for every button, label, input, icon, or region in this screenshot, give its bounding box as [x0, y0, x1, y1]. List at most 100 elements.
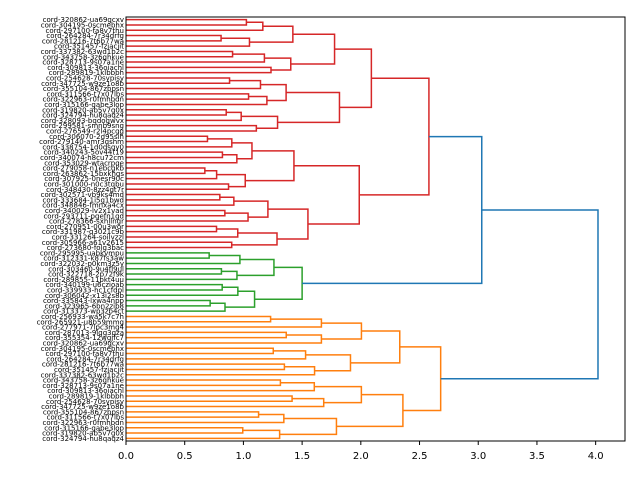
leaf-label: cord-348846-fmnxa4cx [42, 202, 124, 210]
leaf-label: cord-254628-70sypisy [46, 398, 124, 406]
leaf-label: cord-337382-63wd1b2c [41, 48, 125, 56]
dendrogram-link [279, 417, 338, 436]
leaf-label: cord-289819-1klbbbh [49, 69, 124, 77]
dendrogram-link [126, 427, 244, 434]
dendrogram-link [305, 354, 352, 372]
dendrogram-links [126, 18, 599, 440]
leaf-label: cord-337382-63wd1b2c [41, 371, 125, 379]
dendrogram-link [126, 109, 227, 116]
leaf-label: cord-270951-00u3wor [46, 223, 124, 231]
leaf-label: cord-304195-0scmebhx [41, 21, 124, 29]
leaf-label: cord-313373-wp3zb4ct [43, 308, 124, 316]
leaf-label: cord-309813-36oiachl [47, 387, 124, 395]
leaf-label: cord-328713-9s07a1ne [42, 59, 124, 67]
dendrogram-link [254, 266, 303, 300]
dendrogram-link [126, 413, 285, 424]
dendrogram-link [126, 21, 264, 31]
leaf-label: cord-287013-9lgg3gza [45, 329, 124, 337]
dendrogram-link [126, 138, 233, 148]
dendrogram-link [126, 95, 268, 106]
dendrogram-link [126, 350, 307, 360]
dendrogram-link [336, 393, 404, 428]
leaf-label: cord-319820-ab5v7g0x [42, 430, 124, 438]
dendrogram-link [126, 93, 250, 100]
dendrogram-link [126, 299, 211, 307]
dendrogram-link [231, 142, 253, 160]
dendrogram-link [126, 18, 248, 26]
leaf-label: cord-289855-11pkt4uu [43, 276, 124, 284]
leaf-label: cord-340243-5ov44t19 [43, 149, 124, 157]
dendrogram-link [233, 200, 269, 218]
x-tick-label: 2.5 [412, 451, 428, 462]
leaf-label: cord-315166-gabe3lop [44, 101, 124, 109]
top-link [302, 135, 483, 285]
leaf-label: cord-305966-a61v2615 [42, 239, 124, 247]
dendrogram-link [126, 167, 206, 175]
plot-frame [125, 16, 626, 442]
dendrogram-link [126, 270, 238, 281]
leaf-label: cord-293711-pgefn1gd [43, 212, 124, 220]
dendrogram-link [126, 193, 221, 201]
leaf-label: cord-279058-n1ebcgkb [42, 165, 124, 173]
dendrogram-link [126, 347, 275, 355]
dendrogram-link [126, 154, 238, 164]
leaf-label: cord-315166-gabe3lop [44, 424, 124, 432]
leaf-label: cord-306070-2d95sih [49, 133, 124, 141]
dendrogram-link [231, 232, 278, 246]
dendrogram-link [126, 283, 223, 291]
dendrogram-link [126, 315, 272, 323]
dendrogram-link [126, 366, 316, 376]
leaf-label: cord-333684-1i5g1bwd [43, 196, 124, 204]
dendrogram-link [126, 241, 233, 249]
leaf-labels: cord-320862-ua69gcxvcord-304195-0scmebhx… [37, 16, 125, 443]
dendrogram-link [126, 79, 262, 90]
leaf-label: cord-331987-q3021c9b [42, 228, 125, 236]
dendrogram-link [126, 111, 242, 122]
leaf-label: cord-340074-h8cu72cm [40, 154, 124, 162]
x-axis: 0.0 0.5 1.0 1.5 2.0 2.5 3.0 3.5 4.0 [118, 441, 604, 462]
leaf-label: cord-355354-12wgjfc7 [45, 334, 124, 342]
leaf-label: cord-254628-70sypisy [46, 74, 124, 82]
leaf-label: cord-281216-7t6b77wa [42, 361, 124, 369]
dendrogram-link [126, 411, 260, 418]
leaf-label: cord-340029-lv2x1vad [45, 207, 124, 215]
leaf-label: cord-347725-w9ze1o8b [41, 403, 124, 411]
leaf-label: cord-331264-soilvzzl [52, 233, 124, 241]
dendrogram-link [216, 173, 246, 188]
leaf-label: cord-353029-wtacrpqe [44, 159, 124, 167]
leaf-label: cord-273680-folg3bac [47, 244, 124, 252]
leaf-label: cord-312331-k87fs3aw [43, 255, 124, 263]
leaf-label: cord-322718-2p72f9k [48, 271, 125, 279]
dendrogram-link [249, 25, 294, 43]
leaf-label: cord-303460-9u4fl9ul [48, 265, 124, 273]
x-tick-label: 1.5 [294, 451, 310, 462]
dendrogram-link [126, 169, 218, 180]
x-tick-label: 0.0 [118, 451, 134, 462]
leaf-label: cord-297100-fa8v7thu [45, 27, 124, 35]
x-tick-label: 2.0 [353, 451, 369, 462]
dendrogram-link [126, 225, 218, 233]
dendrogram-link [126, 135, 209, 143]
leaf-label: cord-339933-hc1cfdpl [47, 286, 124, 294]
root-link [440, 209, 599, 380]
dendrogram-link [126, 228, 239, 238]
leaf-label: cord-256933-wa5k7c7h [41, 313, 124, 321]
leaf-label: cord-355104-867zbpsn [43, 408, 124, 416]
leaf-label: cord-347725-w9ze1o8b [41, 80, 124, 88]
dendrogram-link [126, 286, 239, 296]
leaf-label: cord-328713-9s07a1ne [42, 382, 124, 390]
dendrogram-link [126, 77, 231, 84]
dendrogram-link [126, 34, 222, 42]
dendrogram-link [126, 429, 281, 440]
leaf-label: cord-299581-smnb9sng [41, 122, 124, 130]
dendrogram-link [290, 33, 336, 65]
dendrogram-link [126, 395, 293, 402]
leaf-label: cord-311566-t7x07lbs [47, 90, 125, 98]
leaf-label: cord-304195-0scmebhx [41, 345, 124, 353]
leaf-label: cord-348430-8zz4gt7r [46, 186, 124, 194]
leaf-label: cord-302571-vb9ks4md [41, 191, 124, 199]
leaf-label: cord-279140-amr3qshm [39, 138, 124, 146]
dendrogram-link [236, 258, 275, 277]
leaf-label: cord-301000-n0c3tqbu [44, 180, 124, 188]
leaf-label: cord-324794-hu8qaqz4 [42, 435, 124, 443]
